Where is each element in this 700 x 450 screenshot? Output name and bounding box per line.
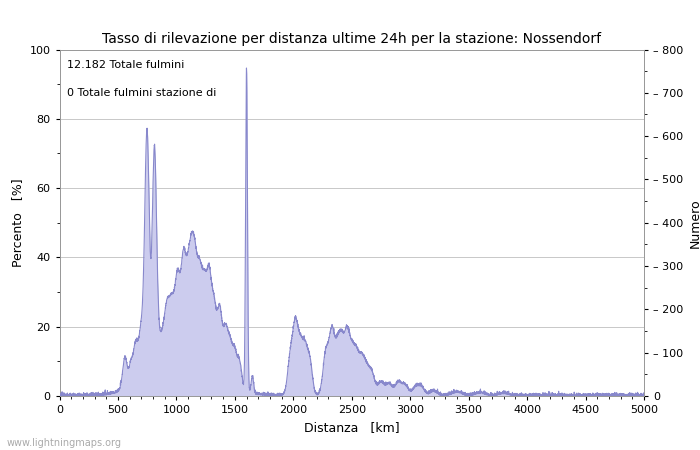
Text: 0 Totale fulmini stazione di: 0 Totale fulmini stazione di <box>66 88 216 98</box>
Text: www.lightningmaps.org: www.lightningmaps.org <box>7 438 122 448</box>
Text: 12.182 Totale fulmini: 12.182 Totale fulmini <box>66 60 184 70</box>
Title: Tasso di rilevazione per distanza ultime 24h per la stazione: Nossendorf: Tasso di rilevazione per distanza ultime… <box>102 32 601 45</box>
Y-axis label: Percento   [%]: Percento [%] <box>11 179 24 267</box>
X-axis label: Distanza   [km]: Distanza [km] <box>304 421 400 434</box>
Y-axis label: Numero: Numero <box>689 198 700 248</box>
Legend: Tasso di rilevazione stazione Nossendorf, Numero totale fulmini: Tasso di rilevazione stazione Nossendorf… <box>116 446 540 450</box>
